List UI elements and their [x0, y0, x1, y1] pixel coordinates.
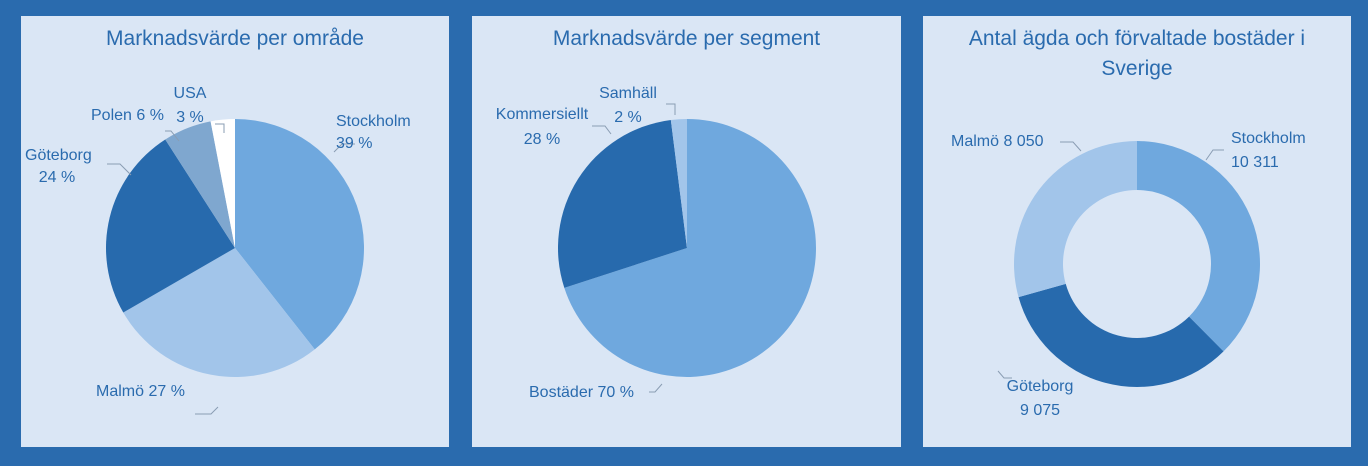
- chart-title: Marknadsvärde per område: [106, 27, 364, 50]
- leader-line-malmo: [1060, 141, 1082, 152]
- slice-label-bostader: Bostäder 70 %: [529, 384, 634, 401]
- slice-label-samhall-value: 2 %: [614, 109, 642, 126]
- slice-label-samhall-name: Samhäll: [599, 85, 657, 102]
- donut-chart-homes: [997, 141, 1260, 387]
- slice-label-malmo: Malmö 8 050: [951, 133, 1044, 150]
- slice-label-stockholm-value: 10 311: [1231, 154, 1279, 171]
- slice-label-usa-name: USA: [173, 85, 207, 102]
- pie-slices: [106, 119, 365, 378]
- pie-chart-segment: [558, 103, 816, 393]
- slice-usa: [210, 119, 235, 248]
- leader-line-malmo: [195, 406, 219, 415]
- chart-panel-market-value-by-area: Marknadsvärde per område Stockholm 39 % …: [21, 16, 449, 447]
- slice-bostäder: [564, 119, 816, 377]
- slice-label-goteborg-name: Göteborg: [25, 147, 92, 164]
- slice-stockholm: [235, 119, 365, 350]
- donut-slices: [1014, 141, 1260, 387]
- leader-line-kommersiellt: [592, 125, 612, 135]
- chart-title: Marknadsvärde per segment: [552, 27, 821, 50]
- pie-slices: [558, 119, 816, 377]
- slice-label-stockholm-name: Stockholm: [1231, 130, 1306, 147]
- slice-label-polen: Polen 6 %: [91, 107, 164, 124]
- slice-label-stockholm-value: 39 %: [336, 135, 373, 152]
- leader-line-polen: [165, 130, 180, 142]
- slice-label-usa-value: 3 %: [176, 109, 204, 126]
- leader-line-stockholm: [1205, 149, 1224, 161]
- slice-göteborg: [1018, 283, 1224, 387]
- slice-label-goteborg-value: 24 %: [38, 169, 76, 186]
- slice-label-malmo: Malmö 27 %: [96, 383, 185, 400]
- leader-line-samhall: [666, 103, 676, 115]
- slice-label-kommersiellt-name: Kommersiellt: [495, 106, 589, 123]
- slice-polen: [165, 121, 235, 248]
- slice-samhäll: [670, 119, 687, 248]
- slice-stockholm: [1137, 141, 1260, 352]
- leader-line-stockholm: [333, 143, 355, 153]
- slice-label-goteborg-value: 9 075: [1019, 402, 1061, 419]
- chart-panel-market-value-by-segment: Marknadsvärde per segment Bostäder 70 % …: [472, 16, 901, 447]
- slice-malmö: [123, 248, 315, 378]
- leader-line-goteborg: [997, 370, 1012, 379]
- chart-title: Antal ägda och förvaltade bostäder i Sve…: [968, 27, 1306, 80]
- leader-line-usa: [215, 123, 225, 133]
- chart-panel-owned-managed-homes: Antal ägda och förvaltade bostäder i Sve…: [923, 16, 1351, 447]
- leader-line-bostader: [649, 383, 663, 393]
- slice-göteborg: [106, 139, 235, 313]
- slice-malmö: [1014, 141, 1137, 298]
- slice-label-kommersiellt-value: 28 %: [523, 131, 561, 148]
- leader-line-goteborg: [107, 163, 132, 176]
- slice-kommersiellt: [558, 120, 687, 288]
- slice-label-stockholm-name: Stockholm: [336, 113, 411, 130]
- pie-chart-area: [106, 119, 365, 415]
- slice-label-goteborg-name: Göteborg: [1006, 378, 1074, 395]
